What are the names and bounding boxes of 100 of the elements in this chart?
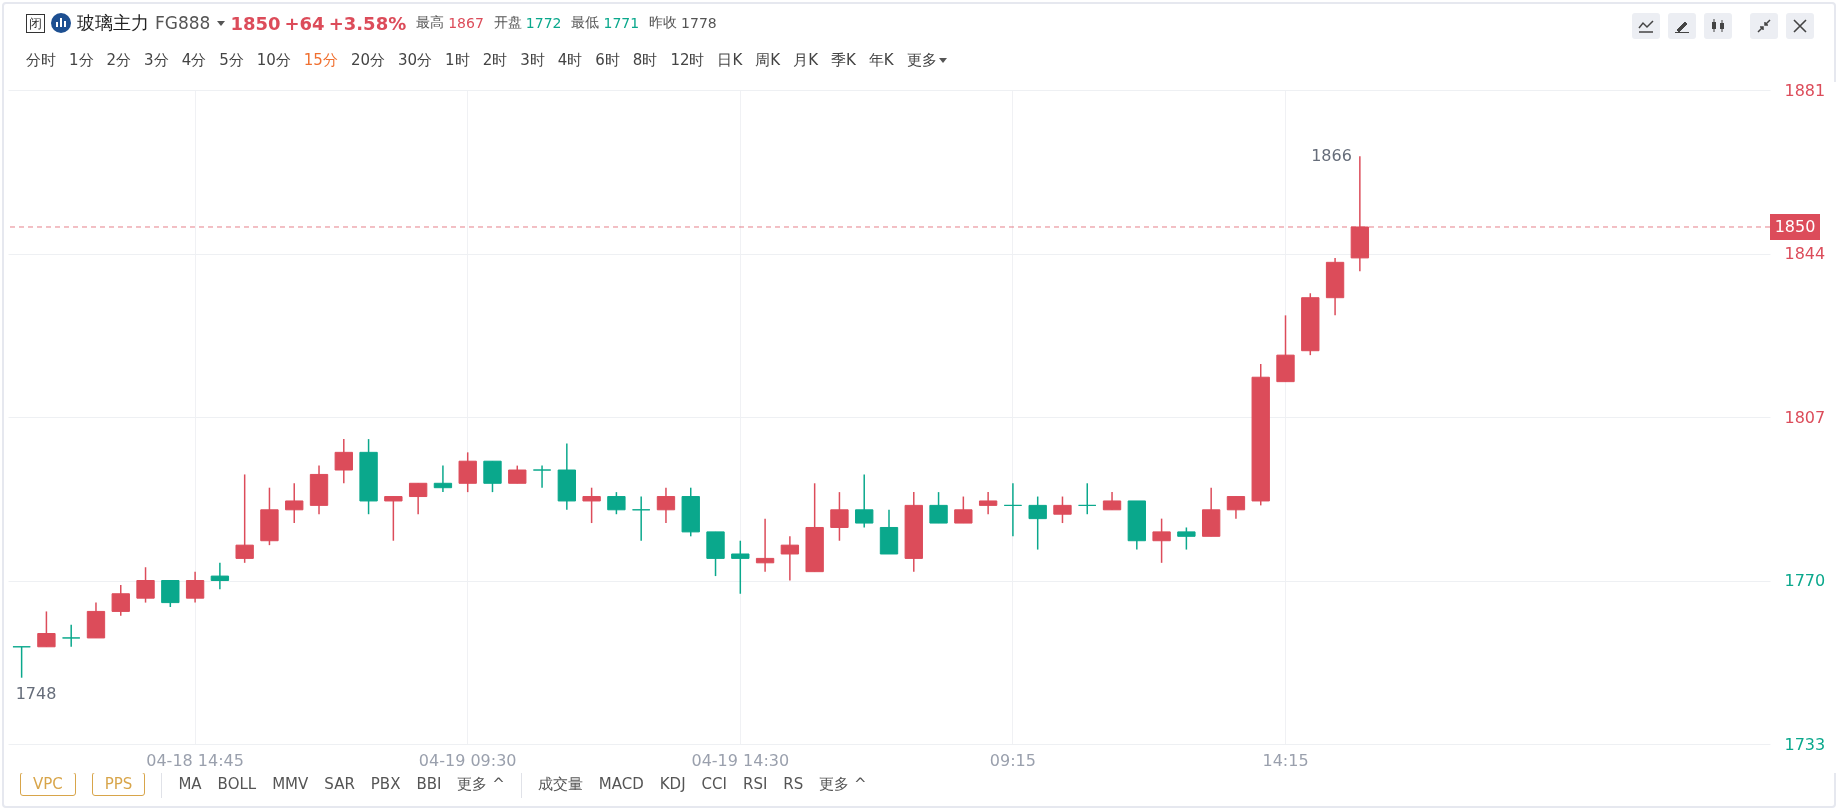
candlestick	[755, 517, 775, 573]
candlestick	[334, 438, 353, 485]
candlestick	[210, 562, 230, 591]
candlestick	[235, 473, 254, 564]
x-tick-label: 04-18 14:45	[146, 750, 244, 770]
annotation: 1748	[15, 683, 57, 703]
text: 1867	[448, 15, 484, 31]
text: 更多 ^	[819, 774, 867, 794]
text: RSI	[742, 775, 768, 793]
text: 10分	[256, 50, 291, 70]
candlestick	[855, 473, 874, 529]
text: 3时	[520, 50, 545, 70]
candlestick	[582, 486, 601, 524]
text: BOLL	[217, 775, 257, 793]
text: 季K	[831, 50, 856, 70]
text: 15分	[303, 50, 338, 70]
candlestick	[1226, 495, 1246, 520]
candlestick	[780, 535, 800, 582]
candlestick	[1028, 495, 1047, 551]
candlestick	[12, 646, 31, 679]
text: 1771	[603, 15, 640, 31]
text: VPC	[20, 772, 76, 796]
candlestick	[954, 495, 973, 524]
y-tick-label: 1807	[1784, 407, 1826, 427]
candlestick	[285, 482, 304, 524]
y-tick-label: 1733	[1784, 734, 1826, 754]
candlestick	[458, 451, 477, 493]
text: PBX	[370, 775, 401, 793]
text: CCI	[701, 775, 727, 793]
candlestick	[483, 460, 502, 493]
text: 1850	[230, 12, 281, 34]
text: PPS	[91, 772, 146, 796]
candlestick	[408, 482, 428, 515]
text: MMV	[272, 775, 309, 793]
text: +3.58%	[328, 12, 407, 34]
annotation: 1866	[1311, 146, 1352, 166]
candlestick	[185, 570, 205, 604]
text: 更多 ^	[457, 774, 505, 794]
chart-subtitle: FG888	[155, 13, 211, 33]
candlestick	[1078, 482, 1097, 515]
text: MA	[178, 775, 202, 793]
candlestick	[384, 495, 403, 542]
ref-line-label: 1850	[1774, 216, 1816, 236]
text: 最高	[416, 14, 445, 32]
text: SAR	[324, 775, 355, 793]
text: 2时	[482, 50, 508, 70]
text: RS	[783, 775, 804, 793]
text: 成交量	[537, 774, 583, 794]
text: MACD	[598, 775, 644, 793]
y-tick-label: 1881	[1784, 80, 1826, 100]
candlestick	[1152, 517, 1171, 564]
text: 1分	[69, 50, 94, 70]
text: 月K	[793, 50, 819, 70]
text: 12时	[670, 50, 705, 70]
chart-title: 玻璃主力	[77, 11, 149, 35]
candlestick	[1053, 495, 1072, 524]
text: 更多	[906, 50, 937, 70]
candlestick	[532, 464, 552, 489]
text: 5分	[219, 50, 244, 70]
candlestick	[929, 491, 948, 524]
text: 年K	[868, 50, 894, 70]
text: 2分	[106, 50, 132, 70]
text: 1时	[445, 50, 470, 70]
text: 开盘	[493, 14, 522, 32]
text: 最低	[571, 14, 600, 32]
text: 4时	[557, 50, 583, 70]
candlestick	[111, 584, 130, 617]
text: 1778	[681, 15, 717, 31]
y-tick-label: 1844	[1784, 244, 1826, 263]
text: 4分	[181, 50, 207, 70]
candlestick	[632, 495, 651, 542]
candlestick	[1003, 482, 1023, 538]
x-tick-label: 04-19 14:30	[691, 750, 790, 770]
text: 1772	[525, 15, 562, 31]
text: 20分	[350, 50, 386, 70]
x-tick-label: 04-19 09:30	[418, 750, 517, 770]
text: 周K	[755, 50, 781, 70]
text: 昨收	[649, 14, 678, 32]
x-tick-label: 09:15	[989, 750, 1036, 770]
text: 分时	[26, 50, 56, 70]
text: 30分	[398, 50, 433, 70]
candlestick	[161, 579, 180, 608]
candlestick	[978, 491, 998, 515]
text: 3分	[144, 50, 169, 70]
y-tick-label: 1770	[1784, 571, 1826, 590]
candlestick	[830, 491, 849, 542]
text: BBI	[416, 775, 442, 793]
candlestick	[37, 610, 56, 648]
candlestick	[1177, 526, 1196, 551]
candlestick	[731, 539, 750, 595]
text: 闭	[26, 13, 45, 33]
text: KDJ	[659, 775, 686, 793]
text: +64	[284, 12, 325, 34]
x-tick-label: 14:15	[1262, 750, 1309, 770]
candlestick	[607, 491, 626, 515]
candlestick	[656, 486, 676, 524]
text: 8时	[632, 50, 658, 70]
candlestick	[433, 464, 453, 493]
candlestick	[136, 566, 155, 604]
text: 日K	[717, 50, 743, 70]
